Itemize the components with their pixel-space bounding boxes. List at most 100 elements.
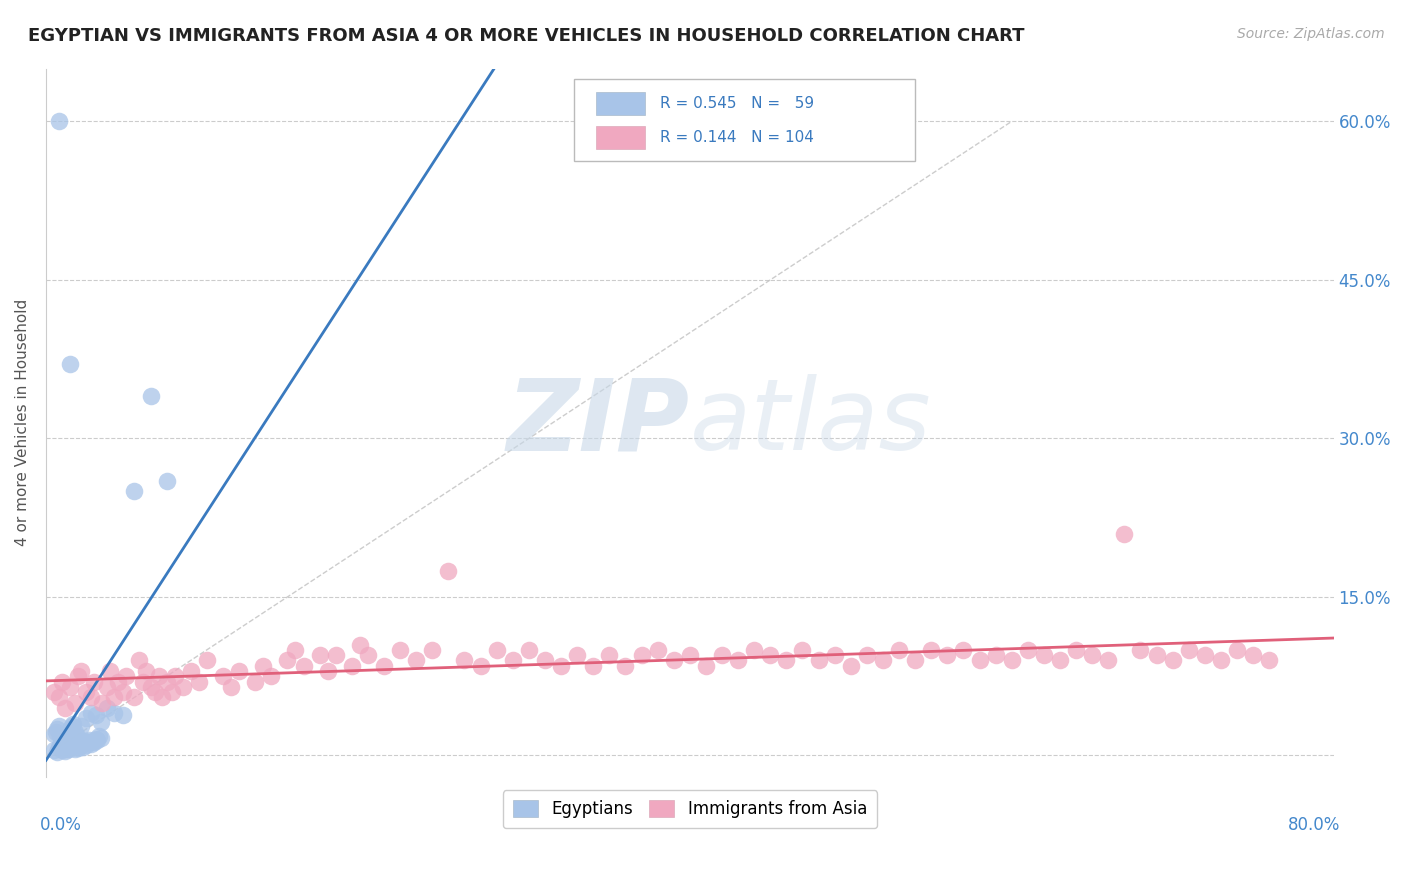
Point: [59, 722, 82, 736]
Point: [90, 714, 112, 729]
Point: [470, 658, 492, 673]
Point: [42, 727, 65, 741]
Point: [565, 648, 588, 662]
Point: [124, 484, 146, 499]
Point: [163, 669, 186, 683]
Point: [82, 733, 104, 747]
Bar: [596, 92, 645, 114]
Point: [156, 474, 179, 488]
Point: [42, 743, 65, 757]
Point: [63, 742, 86, 756]
Point: [969, 653, 991, 667]
Point: [260, 669, 283, 683]
Point: [139, 680, 162, 694]
Point: [72, 739, 94, 754]
Point: [79, 732, 101, 747]
Point: [148, 669, 170, 683]
Point: [67, 741, 90, 756]
Point: [98, 664, 121, 678]
Point: [52, 741, 75, 756]
Point: [51, 732, 73, 747]
Point: [90, 731, 112, 745]
Point: [107, 674, 129, 689]
Point: [598, 648, 620, 662]
Point: [75, 711, 97, 725]
Point: [96, 680, 118, 694]
Point: [187, 674, 209, 689]
Point: [316, 664, 339, 678]
Point: [550, 658, 572, 673]
Point: [53, 744, 76, 758]
Point: [59, 739, 82, 754]
Point: [630, 648, 652, 662]
Point: [212, 669, 235, 683]
Text: atlas: atlas: [690, 374, 931, 471]
Point: [952, 642, 974, 657]
Point: [58, 739, 80, 753]
Point: [145, 685, 167, 699]
Point: [91, 696, 114, 710]
Point: [1032, 648, 1054, 662]
Point: [340, 658, 363, 673]
Point: [46, 722, 69, 736]
Point: [49, 738, 72, 752]
Point: [135, 664, 157, 678]
Point: [56, 742, 79, 756]
Point: [292, 658, 315, 673]
Point: [48, 690, 70, 705]
Point: [920, 642, 942, 657]
Point: [1178, 642, 1201, 657]
Point: [647, 642, 669, 657]
Point: [73, 733, 96, 747]
Point: [1017, 642, 1039, 657]
Point: [695, 658, 717, 673]
Point: [58, 742, 80, 756]
Point: [51, 674, 73, 689]
Point: [807, 653, 830, 667]
Point: [52, 736, 75, 750]
Point: [160, 685, 183, 699]
Point: [48, 719, 70, 733]
Point: [357, 648, 380, 662]
Point: [662, 653, 685, 667]
Point: [115, 669, 138, 683]
Point: [42, 685, 65, 699]
Point: [775, 653, 797, 667]
Point: [56, 739, 79, 754]
Text: R = 0.545   N =   59: R = 0.545 N = 59: [661, 95, 814, 111]
Point: [131, 674, 153, 689]
Point: [180, 664, 202, 678]
Point: [80, 737, 103, 751]
Point: [70, 719, 93, 733]
Point: [60, 737, 83, 751]
Point: [308, 648, 330, 662]
Point: [172, 680, 194, 694]
Point: [124, 690, 146, 705]
Point: [46, 745, 69, 759]
Point: [139, 389, 162, 403]
Point: [389, 642, 412, 657]
Point: [48, 739, 70, 754]
Point: [1097, 653, 1119, 667]
Point: [76, 735, 98, 749]
Point: [65, 738, 87, 752]
Point: [276, 653, 298, 667]
Point: [420, 642, 443, 657]
Point: [63, 725, 86, 739]
Point: [245, 674, 267, 689]
Point: [49, 730, 72, 744]
Point: [824, 648, 846, 662]
Point: [1161, 653, 1184, 667]
Point: [582, 658, 605, 673]
Point: [1081, 648, 1104, 662]
Point: [65, 730, 87, 744]
Point: [437, 564, 460, 578]
Text: Source: ZipAtlas.com: Source: ZipAtlas.com: [1237, 27, 1385, 41]
Point: [80, 706, 103, 721]
Point: [87, 730, 110, 744]
Point: [1241, 648, 1264, 662]
Point: [60, 719, 83, 733]
Point: [112, 685, 135, 699]
Point: [1194, 648, 1216, 662]
Point: [1258, 653, 1281, 667]
